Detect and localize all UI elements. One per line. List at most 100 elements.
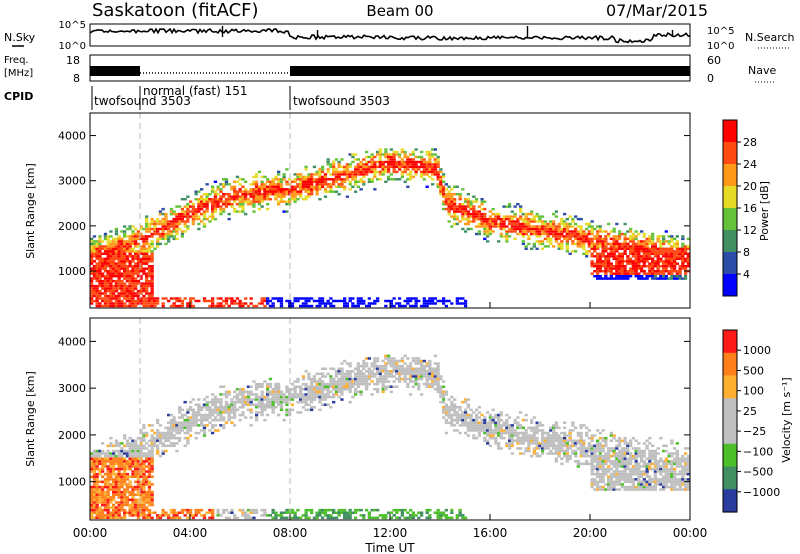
- power-cell: [304, 175, 308, 179]
- power-cell: [279, 198, 284, 201]
- power-cell: [411, 165, 415, 169]
- power-cell: [249, 193, 253, 196]
- power-cell: [293, 178, 297, 181]
- velocity-cell: [147, 457, 152, 460]
- power-cell: [442, 207, 446, 211]
- power-cell: [422, 299, 426, 303]
- power-cell: [323, 188, 328, 191]
- power-cell: [106, 297, 110, 300]
- power-cell: [211, 207, 215, 211]
- power-cell: [233, 200, 237, 203]
- power-cell: [274, 175, 278, 179]
- velocity-cell: [431, 385, 435, 388]
- power-cell: [359, 163, 363, 166]
- velocity-cell: [128, 503, 132, 507]
- velocity-cell: [216, 514, 220, 517]
- power-cell: [491, 212, 495, 216]
- power-cell: [398, 302, 402, 305]
- power-cell: [618, 272, 622, 275]
- power-cell: [112, 292, 116, 295]
- power-cell: [472, 207, 476, 211]
- velocity-cell: [483, 418, 487, 422]
- velocity-cell: [103, 493, 108, 496]
- velocity-cell: [321, 393, 325, 396]
- power-cell: [136, 292, 141, 295]
- power-cell: [343, 168, 347, 171]
- velocity-cell: [211, 431, 215, 435]
- velocity-cell: [150, 501, 154, 504]
- power-cell: [576, 232, 580, 236]
- power-cell: [673, 252, 677, 255]
- velocity-cell: [406, 382, 410, 386]
- velocity-cell: [293, 390, 297, 394]
- power-cell: [367, 168, 371, 171]
- power-cell: [172, 302, 176, 305]
- power-cell: [106, 299, 110, 303]
- power-cell: [623, 277, 627, 280]
- velocity-cell: [125, 452, 130, 455]
- velocity-cell: [101, 498, 105, 502]
- power-cell: [112, 265, 116, 268]
- velocity-cell: [180, 408, 184, 412]
- velocity-cell: [290, 403, 295, 406]
- power-cell: [307, 304, 311, 308]
- power-cell: [156, 220, 160, 223]
- power-cell: [513, 220, 517, 223]
- power-cell: [612, 247, 616, 250]
- velocity-cell: [367, 516, 371, 520]
- velocity-cell: [112, 498, 116, 502]
- velocity-cell: [95, 506, 99, 509]
- velocity-cell: [117, 465, 121, 468]
- power-cell: [106, 260, 110, 263]
- power-cell: [521, 212, 525, 216]
- power-cell: [98, 255, 102, 258]
- power-cell: [131, 250, 135, 253]
- velocity-cell: [241, 514, 245, 517]
- velocity-cell: [120, 508, 124, 512]
- power-cell: [186, 215, 190, 218]
- power-cell: [637, 265, 641, 268]
- power-cell: [519, 205, 523, 208]
- power-cell: [571, 220, 575, 223]
- velocity-cell: [142, 426, 146, 430]
- power-cell: [172, 237, 176, 241]
- velocity-cell: [120, 496, 124, 499]
- power-cell: [593, 250, 597, 253]
- power-cell: [409, 297, 413, 300]
- power-cell: [172, 212, 176, 216]
- velocity-cell: [488, 426, 492, 430]
- power-cell: [145, 252, 149, 255]
- velocity-cell: [524, 429, 528, 432]
- nsky-label: N.Sky: [4, 31, 36, 44]
- power-cell: [191, 212, 195, 216]
- power-cell: [147, 270, 152, 273]
- power-cell: [123, 270, 127, 273]
- power-cell: [167, 225, 171, 228]
- velocity-cell: [224, 406, 229, 409]
- power-cell: [384, 299, 388, 303]
- power-cell: [549, 237, 553, 241]
- velocity-cell: [208, 421, 212, 424]
- power-cell: [505, 225, 509, 228]
- power-cell: [202, 297, 207, 300]
- power-cell: [172, 210, 176, 213]
- velocity-cell: [128, 511, 132, 514]
- power-cell: [109, 262, 113, 265]
- velocity-cell: [378, 372, 382, 376]
- velocity-cell: [400, 364, 404, 368]
- velocity-cell: [301, 395, 306, 399]
- velocity-cell: [95, 490, 99, 494]
- velocity-cell: [373, 382, 377, 386]
- power-cell: [271, 190, 275, 193]
- velocity-cell: [285, 516, 289, 520]
- power-cell: [128, 279, 132, 283]
- velocity-cell: [362, 377, 366, 381]
- power-cell: [642, 247, 646, 250]
- power-cell: [464, 304, 468, 308]
- velocity-cell: [106, 480, 110, 484]
- velocity-cell: [378, 367, 382, 370]
- power-cell: [238, 203, 242, 206]
- power-cell: [279, 178, 284, 181]
- power-cell: [249, 190, 253, 193]
- power-cell: [398, 297, 402, 300]
